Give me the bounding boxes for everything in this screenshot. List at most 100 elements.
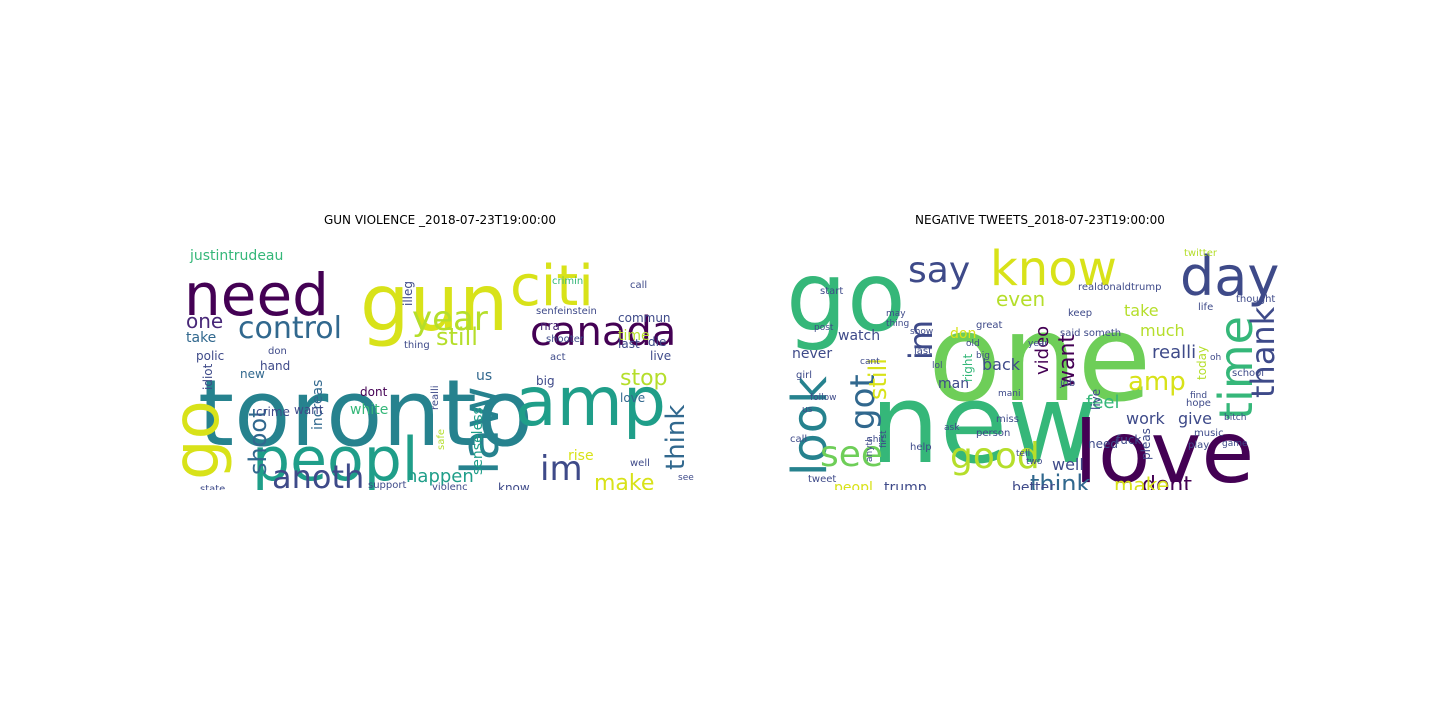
right-word-im: im <box>902 320 940 360</box>
left-word-idiot: idiot <box>201 363 215 390</box>
right-word-year: year <box>1028 339 1048 349</box>
right-word-mani: mani <box>998 389 1021 399</box>
left-word-new: new <box>240 367 265 381</box>
right-word-old: old <box>966 339 980 349</box>
right-word-take: take <box>1124 301 1159 320</box>
right-word-feel: feel <box>1086 392 1120 413</box>
left-word-control: control <box>238 311 342 346</box>
right-word-thank: thank <box>1244 306 1282 398</box>
left-word-don: don <box>268 346 287 357</box>
right-word-lol: lol <box>932 361 943 371</box>
right-word-even: even <box>996 287 1045 311</box>
right-word-amp: amp <box>1128 367 1186 397</box>
right-word-good: good <box>950 436 1040 477</box>
right-word-want: want <box>1055 334 1080 388</box>
right-word-us: us <box>802 405 813 415</box>
left-word-want: want <box>294 403 324 417</box>
left-word-law: law <box>451 386 511 475</box>
right-word-job: job <box>1059 378 1075 389</box>
left-word-still: still <box>436 323 478 351</box>
left-word-us: us <box>476 368 492 384</box>
left-word-last: last <box>618 337 640 351</box>
left-word-justintrudeau: justintrudeau <box>189 248 283 264</box>
left-word-time: time <box>618 328 650 344</box>
right-word-music: music <box>1194 428 1224 439</box>
left-word-illeg: illeg <box>401 281 415 306</box>
left-word-think: think <box>661 405 691 470</box>
right-word-shit: shit <box>868 435 885 445</box>
right-word-today: today <box>1195 346 1209 380</box>
right-word-trump: trump <box>884 480 927 490</box>
right-word-man: man <box>938 376 969 392</box>
right-word-school: school <box>1232 368 1264 379</box>
right-word-go: go <box>786 241 906 353</box>
right-word-first: first <box>879 430 889 448</box>
right-wordcloud-panel: NEGATIVE TWEETS_2018-07-23T19:00:00 one n… <box>780 210 1300 490</box>
right-word-peopl: peopl <box>834 480 873 490</box>
left-word-polic: polic <box>196 349 224 363</box>
right-word-never: never <box>792 346 832 362</box>
left-word-safe: safe <box>436 429 447 450</box>
right-word-show: show <box>910 327 933 337</box>
left-word-state: state <box>200 484 225 490</box>
left-word-go: go <box>180 400 234 480</box>
left-word-hand: hand <box>260 359 290 373</box>
left-word-support: support <box>368 480 406 490</box>
right-word-think: think <box>1030 470 1091 490</box>
left-word-make: make <box>594 471 654 490</box>
left-word-im: im <box>540 449 583 489</box>
right-word-great: great <box>976 320 1003 331</box>
right-word-hope: hope <box>1186 398 1211 409</box>
right-word-know: know <box>990 241 1117 297</box>
right-word-said-someth: said someth <box>1060 328 1121 339</box>
left-word-canada: canada <box>530 309 676 355</box>
right-word-better: better <box>1012 480 1055 490</box>
right-panel-title: NEGATIVE TWEETS_2018-07-23T19:00:00 <box>915 213 1165 227</box>
left-word-senfeinstein: senfeinstein <box>536 306 597 317</box>
left-word-violenc: violenc <box>432 482 468 490</box>
right-word-see: see <box>820 434 883 475</box>
right-word-twitter: twitter <box>1184 248 1218 259</box>
right-word-one: one <box>928 290 1151 429</box>
right-word-oh: oh <box>1210 353 1221 363</box>
right-word-right: right <box>961 354 975 382</box>
left-word-gun: gun <box>360 259 508 349</box>
right-word-may: may <box>886 309 906 319</box>
right-word-play: play <box>1188 440 1209 451</box>
right-word-post: post <box>814 323 834 333</box>
right-word-watch: watch <box>838 328 880 344</box>
right-word-new: new <box>870 360 1097 488</box>
left-word-white: white <box>350 402 388 418</box>
right-word-much: much <box>1140 321 1185 340</box>
left-word-love: love <box>620 391 645 405</box>
right-word-love: love <box>1074 403 1254 490</box>
left-word-realli: realli <box>430 385 441 410</box>
right-word-tell: tell <box>1016 449 1030 459</box>
right-word-work: work <box>1126 409 1165 428</box>
right-word-make: make <box>1114 473 1169 490</box>
right-word-ask: ask <box>944 423 960 433</box>
right-word-anyth: anyth <box>865 436 875 462</box>
right-word-find: find <box>1190 391 1207 401</box>
left-word-need: need <box>184 261 329 329</box>
right-word-call: call <box>790 434 807 445</box>
right-word-keep: keep <box>1068 308 1092 319</box>
left-word-call: call <box>630 280 647 291</box>
left-word-act: act <box>550 352 566 363</box>
right-word-look: look <box>782 376 838 476</box>
right-word-fuck: fuck <box>1116 433 1141 447</box>
right-word-big: big <box>976 351 990 361</box>
right-word-help: help <box>910 442 932 453</box>
left-word-toronto: toronto <box>198 360 533 467</box>
left-word-citi: citi <box>510 254 594 319</box>
left-word-senseless: senseless <box>470 407 486 475</box>
right-word-start: start <box>820 286 843 297</box>
left-word-die: die <box>648 335 666 349</box>
left-word-well: well <box>630 458 650 469</box>
right-word-dont: dont <box>1142 473 1192 490</box>
right-word-bitch: bitch <box>1224 413 1246 423</box>
right-word-girl: girl <box>796 370 812 381</box>
left-word-happen: happen <box>406 466 474 487</box>
left-word-amp: amp <box>515 363 666 442</box>
